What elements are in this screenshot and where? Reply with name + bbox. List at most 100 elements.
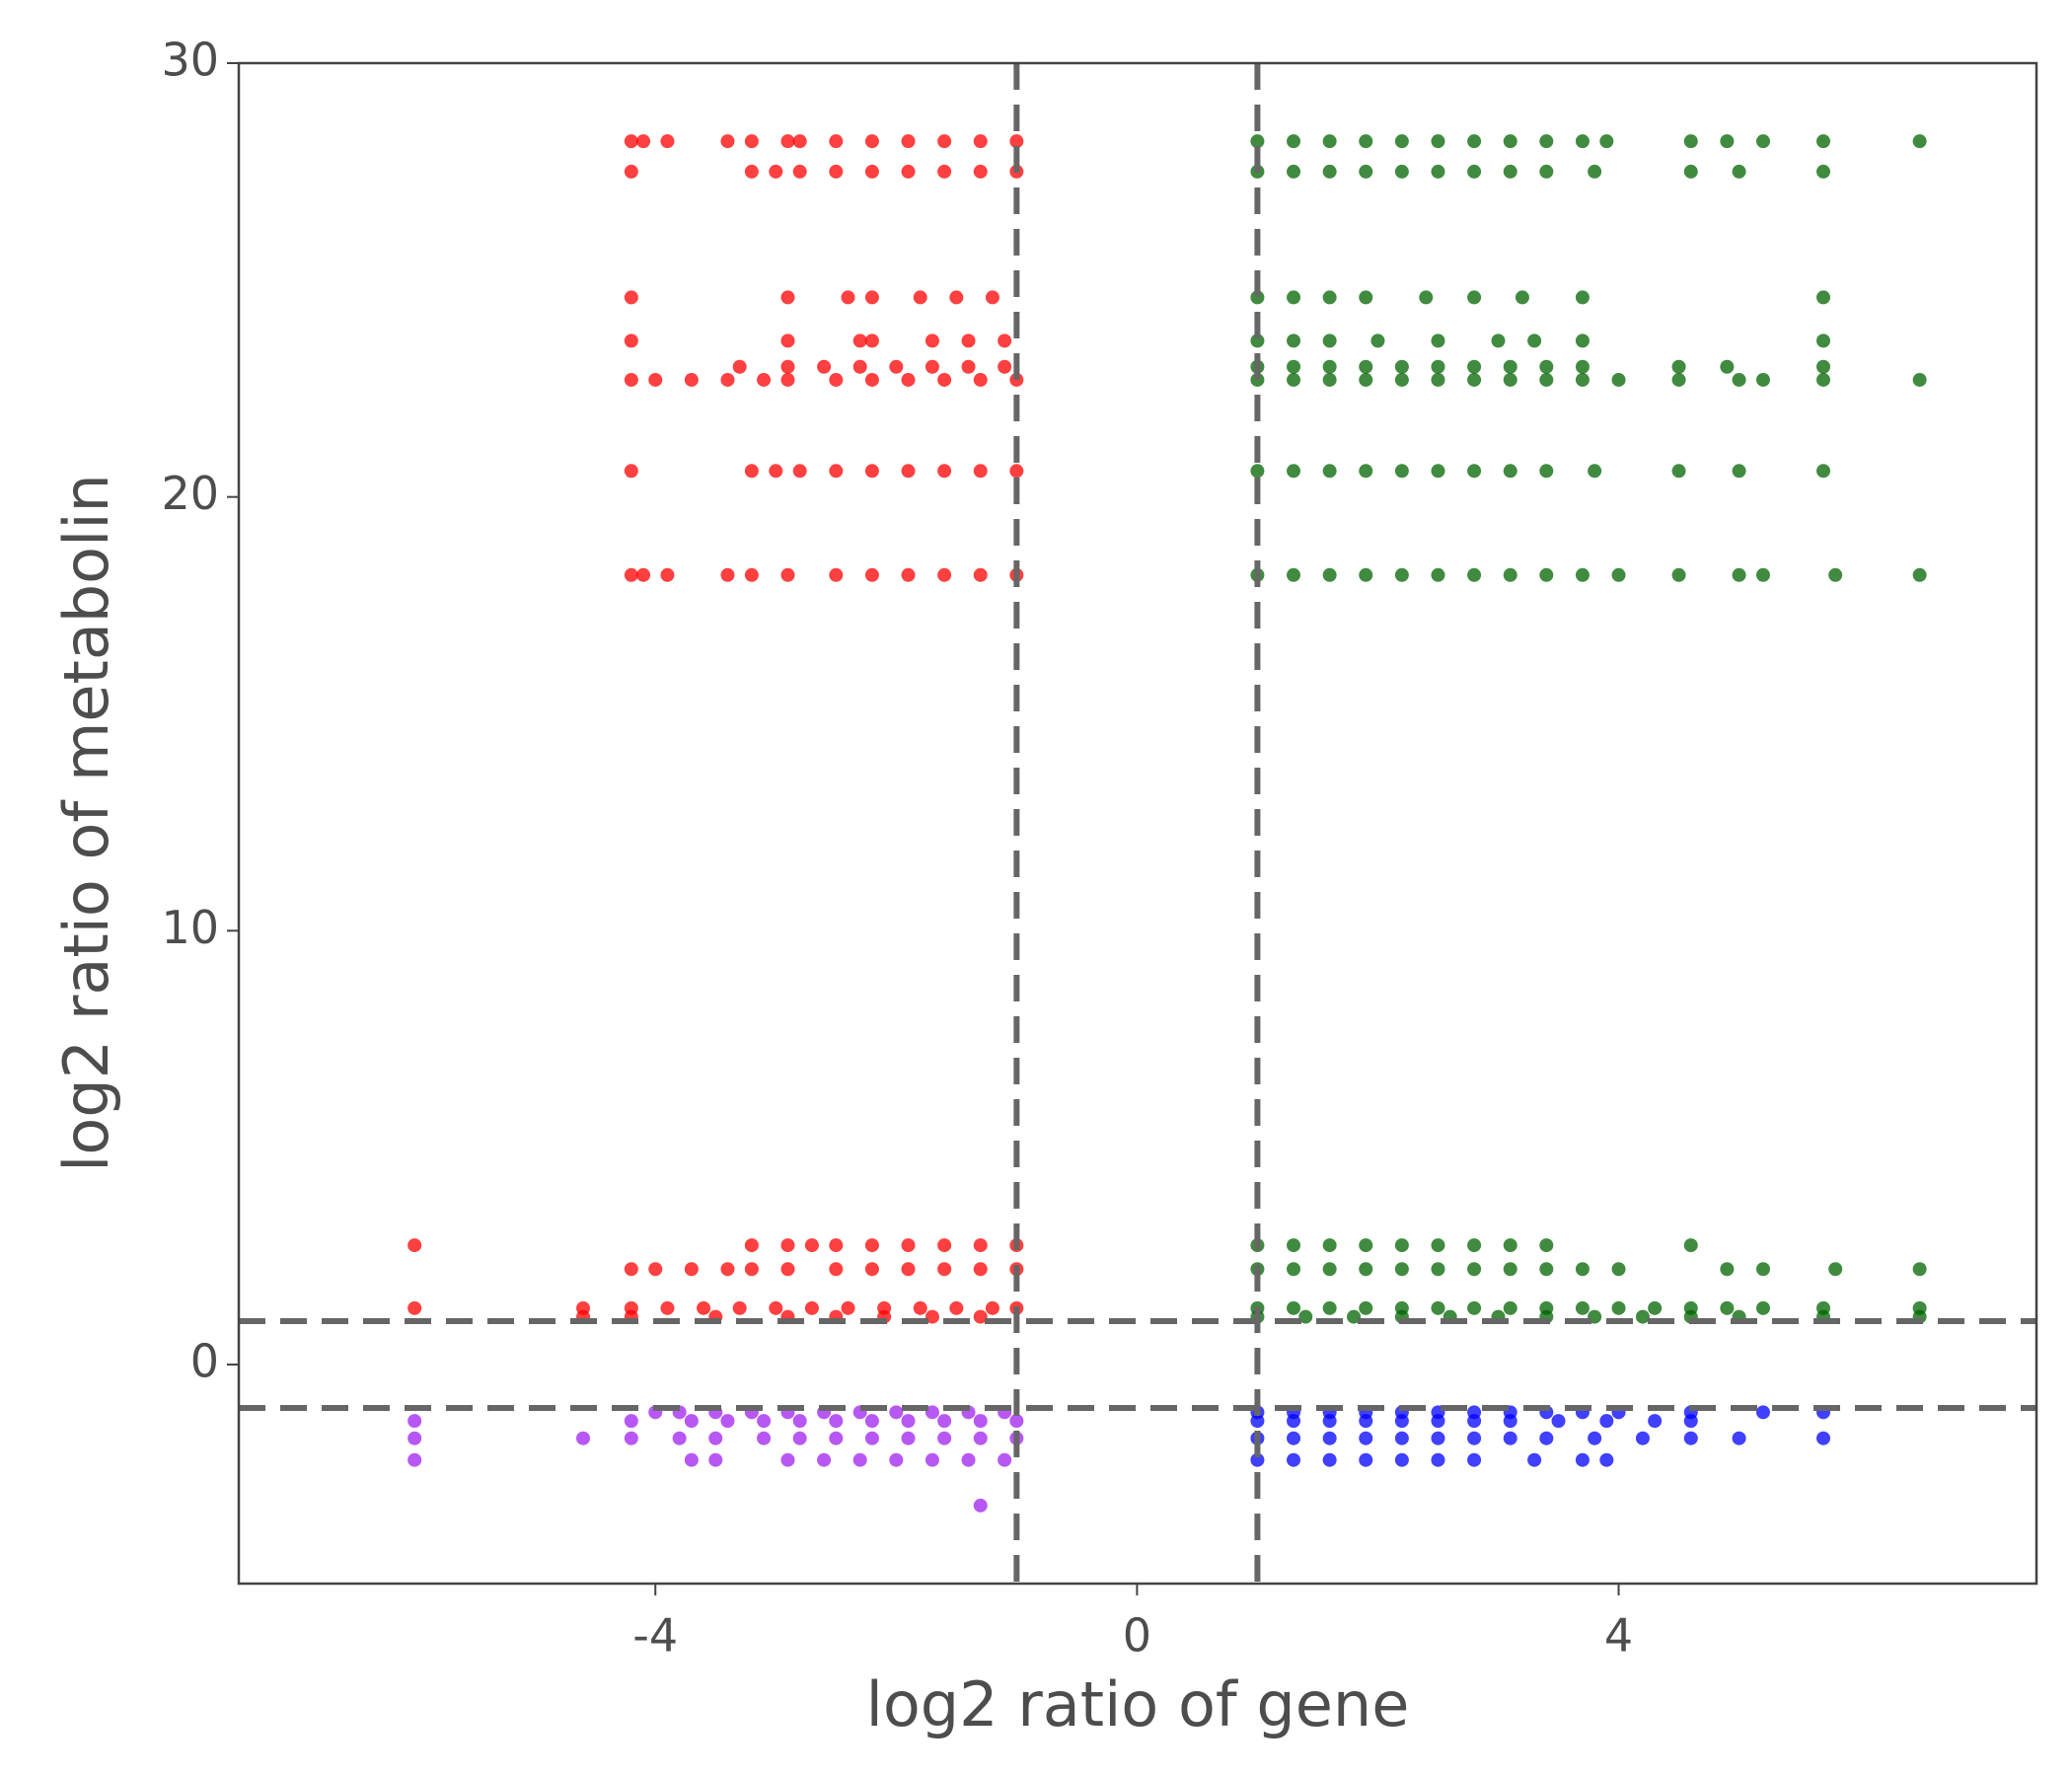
point [925, 1452, 939, 1467]
point [684, 1414, 699, 1429]
point [1671, 359, 1686, 374]
point [901, 1431, 916, 1445]
point [744, 1262, 759, 1277]
point [1287, 1414, 1301, 1429]
point [1287, 1431, 1301, 1445]
point [1539, 567, 1554, 582]
point [937, 134, 952, 149]
point [1815, 134, 1830, 149]
point [1503, 1431, 1517, 1445]
point [624, 464, 638, 479]
point [817, 359, 832, 374]
point [1539, 1238, 1554, 1253]
point [901, 1238, 916, 1253]
point [697, 1300, 711, 1315]
point [1720, 1300, 1735, 1315]
point [998, 1452, 1012, 1467]
point [901, 372, 916, 387]
point [1287, 1238, 1301, 1253]
point [1394, 1262, 1409, 1277]
point [660, 567, 675, 582]
point [998, 359, 1012, 374]
point [1648, 1300, 1663, 1315]
point [1539, 1262, 1554, 1277]
point [864, 464, 879, 479]
point [1527, 1452, 1542, 1467]
point [684, 1262, 699, 1277]
point [1588, 464, 1602, 479]
point [1539, 1431, 1554, 1445]
point [913, 1300, 927, 1315]
point [1359, 567, 1373, 582]
point [1539, 372, 1554, 387]
point [1431, 359, 1445, 374]
point [624, 372, 638, 387]
point [925, 359, 939, 374]
point [407, 1414, 422, 1429]
point [792, 134, 807, 149]
point [937, 1262, 952, 1277]
point [1394, 164, 1409, 179]
point [1467, 1431, 1482, 1445]
x-tick-label: -4 [632, 1609, 678, 1663]
point [1394, 1431, 1409, 1445]
point [636, 567, 651, 582]
y-tick-label: 30 [161, 34, 219, 87]
point [1250, 1452, 1265, 1467]
point [1815, 164, 1830, 179]
point [1322, 1300, 1337, 1315]
point [1250, 333, 1265, 348]
point [1575, 372, 1590, 387]
point [973, 1498, 988, 1513]
point [1322, 1414, 1337, 1429]
point [985, 290, 999, 305]
point [1287, 333, 1301, 348]
point [841, 1300, 855, 1315]
point [1359, 134, 1373, 149]
point [1503, 134, 1517, 149]
point [1322, 333, 1337, 348]
point [998, 333, 1012, 348]
point [780, 1262, 795, 1277]
point [1394, 134, 1409, 149]
point [1755, 134, 1770, 149]
point [744, 567, 759, 582]
point [744, 1238, 759, 1253]
point [1755, 1405, 1770, 1420]
point [1250, 1414, 1265, 1429]
point [1815, 464, 1830, 479]
point [792, 164, 807, 179]
point [841, 290, 855, 305]
point [864, 333, 879, 348]
point [864, 1414, 879, 1429]
point [937, 1431, 952, 1445]
point [985, 1300, 999, 1315]
point [1720, 359, 1735, 374]
point [636, 134, 651, 149]
point [1394, 1414, 1409, 1429]
point [829, 372, 844, 387]
point [864, 1431, 879, 1445]
point [1394, 1452, 1409, 1467]
point [937, 464, 952, 479]
point [1431, 1414, 1445, 1429]
point [1467, 134, 1482, 149]
point [1322, 164, 1337, 179]
point [792, 464, 807, 479]
point [1503, 1238, 1517, 1253]
point [973, 1309, 988, 1324]
point [769, 464, 783, 479]
point [1588, 164, 1602, 179]
point [1635, 1431, 1650, 1445]
point [1611, 1300, 1626, 1315]
point [1815, 359, 1830, 374]
point [1671, 372, 1686, 387]
plot-frame [237, 61, 2038, 1586]
point [901, 464, 916, 479]
point [1575, 359, 1590, 374]
point [1322, 1262, 1337, 1277]
point [1683, 1238, 1698, 1253]
point [1720, 1262, 1735, 1277]
point [864, 1262, 879, 1277]
point [889, 1452, 904, 1467]
